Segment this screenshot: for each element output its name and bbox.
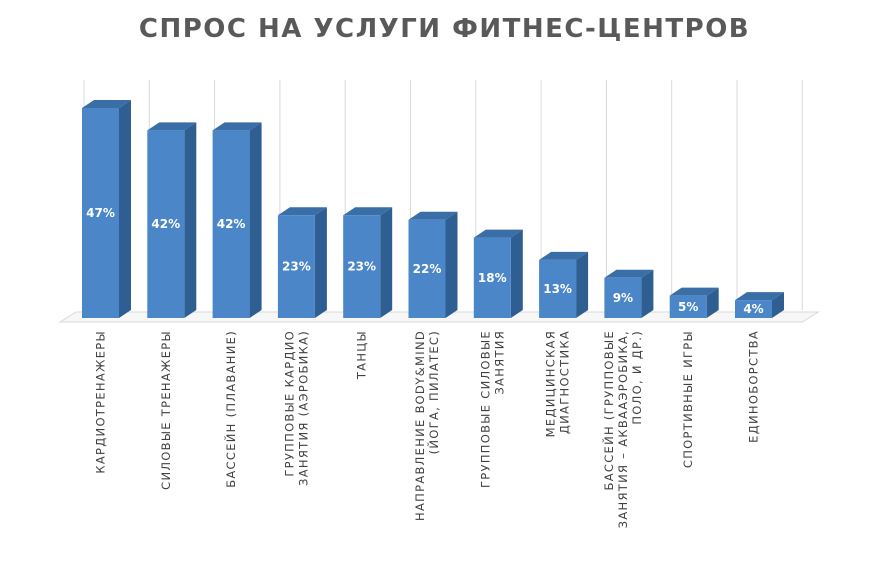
bar-top bbox=[604, 269, 654, 278]
bar-value-label: 5% bbox=[678, 300, 698, 314]
category-labels: КАРДИОТРЕНАЖЕРЫ СИЛОВЫЕ ТРЕНАЖЕРЫ БАССЕЙН … bbox=[94, 330, 761, 528]
bar-top bbox=[147, 122, 197, 131]
category-label: ЗАНЯТИЯ (АЭРОБИКА) bbox=[296, 330, 310, 486]
bar-front bbox=[604, 277, 642, 318]
category-label: ГРУППОВЫЕ СИЛОВЫЕ bbox=[478, 330, 492, 488]
bar-2: 42% bbox=[147, 122, 197, 318]
bar-value-label: 47% bbox=[86, 206, 115, 220]
bar-side bbox=[249, 122, 262, 318]
bar-side bbox=[772, 292, 784, 318]
bar-top bbox=[343, 207, 393, 216]
category-label: ГРУППОВЫЕ КАРДИО bbox=[282, 330, 296, 477]
bar-value-label: 22% bbox=[413, 262, 442, 276]
bar-3: 42% bbox=[212, 122, 262, 318]
bar-value-label: 23% bbox=[347, 260, 376, 274]
bar-4: 23% bbox=[277, 207, 327, 318]
bar-side bbox=[576, 251, 589, 318]
bar-front bbox=[735, 300, 772, 318]
bar-value-label: 23% bbox=[282, 260, 311, 274]
category-label: БАССЕЙН (ПЛАВАНИЕ) bbox=[223, 330, 238, 488]
bar-front bbox=[539, 259, 577, 318]
bar-top bbox=[539, 251, 589, 260]
bar-10: 5% bbox=[669, 287, 719, 318]
bar-value-label: 13% bbox=[543, 282, 572, 296]
bar-top bbox=[277, 207, 327, 216]
bar-8: 13% bbox=[539, 251, 589, 318]
bar-side bbox=[641, 269, 654, 318]
bar-front bbox=[669, 295, 707, 318]
bar-front bbox=[147, 130, 185, 318]
bar-top bbox=[212, 122, 262, 131]
category-label: ПОЛО, И ДР.) bbox=[630, 330, 644, 425]
chart-title: СПРОС НА УСЛУГИ ФИТНЕС-ЦЕНТРОВ bbox=[138, 14, 751, 44]
bar-top bbox=[669, 287, 719, 296]
category-label: БАССЕЙН (ГРУППОВЫЕ bbox=[601, 330, 616, 490]
category-label: МЕДИЦИНСКАЯ bbox=[544, 330, 558, 437]
category-label: КАРДИОТРЕНАЖЕРЫ bbox=[94, 330, 108, 474]
bar-9: 9% bbox=[604, 269, 654, 318]
bar-front bbox=[82, 108, 119, 318]
bar-value-label: 42% bbox=[217, 217, 246, 231]
category-label: (ЙОГА, ПИЛАТЕС) bbox=[426, 330, 441, 454]
category-label: ДИАГНОСТИКА bbox=[558, 330, 572, 434]
bar-6: 22% bbox=[408, 211, 458, 318]
category-label: СИЛОВЫЕ ТРЕНАЖЕРЫ bbox=[159, 330, 173, 490]
bar-side bbox=[184, 122, 197, 318]
bar-front bbox=[277, 215, 315, 318]
bars: 47% 42% 42% 23% 23% 22% 18% 13% 9% 5% 4% bbox=[82, 100, 784, 318]
bar-value-label: 18% bbox=[478, 271, 507, 285]
bar-side bbox=[119, 100, 131, 318]
bar-top bbox=[408, 211, 458, 220]
bar-7: 18% bbox=[473, 229, 523, 318]
category-label: СПОРТИВНЫЕ ИГРЫ bbox=[681, 330, 695, 468]
bar-front bbox=[408, 219, 446, 318]
category-label: ТАНЦЫ bbox=[355, 330, 369, 380]
category-label: ЕДИНОБОРСТВА bbox=[747, 330, 761, 443]
bar-side bbox=[314, 207, 327, 318]
category-label: НАПРАВЛЕНИЕ BODY&MIND bbox=[413, 330, 427, 521]
bar-side bbox=[445, 211, 458, 318]
bar-side bbox=[510, 229, 523, 318]
bar-value-label: 4% bbox=[743, 302, 763, 316]
bar-top bbox=[473, 229, 523, 238]
bar-side bbox=[706, 287, 719, 318]
bar-top bbox=[82, 100, 131, 108]
bar-front bbox=[473, 237, 511, 318]
bar-side bbox=[380, 207, 393, 318]
category-label: ЗАНЯТИЯ – АКВААЭРОБИКА, bbox=[616, 330, 630, 528]
bar-front bbox=[343, 215, 381, 318]
bar-value-label: 42% bbox=[151, 217, 180, 231]
category-label: ЗАНЯТИЯ bbox=[492, 330, 506, 395]
bar-value-label: 9% bbox=[613, 291, 633, 305]
bar-1: 47% bbox=[82, 100, 131, 318]
bar-front bbox=[212, 130, 250, 318]
bar-11: 4% bbox=[735, 292, 784, 318]
bar-5: 23% bbox=[343, 207, 393, 318]
bar-top bbox=[735, 292, 784, 301]
